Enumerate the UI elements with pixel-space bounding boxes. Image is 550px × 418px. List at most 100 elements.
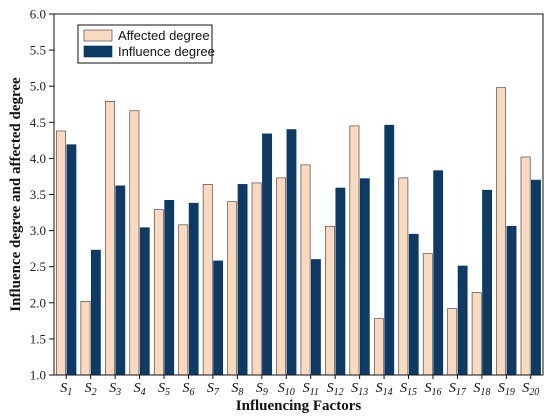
x-tick-label-sub: 6 bbox=[189, 387, 194, 398]
y-tick-label: 6.0 bbox=[30, 7, 46, 22]
bar-influence-s2 bbox=[90, 249, 101, 376]
y-tick-label: 5.0 bbox=[30, 79, 46, 94]
x-tick-label-sub: 11 bbox=[310, 387, 319, 398]
x-axis-title: Influencing Factors bbox=[236, 398, 362, 414]
x-tick-label-main: S bbox=[60, 381, 67, 396]
bar-influence-s14 bbox=[384, 124, 395, 376]
x-tick-label-sub: 7 bbox=[214, 387, 220, 398]
x-tick-label-main: S bbox=[182, 381, 189, 396]
bar-influence-s6 bbox=[188, 202, 199, 376]
y-tick-label: 5.5 bbox=[30, 43, 46, 58]
bar-influence-s12 bbox=[335, 187, 346, 376]
x-tick-label-s7: S7 bbox=[207, 381, 220, 398]
bar-affected-s17 bbox=[447, 308, 458, 376]
bar-influence-s19 bbox=[506, 225, 517, 376]
x-tick-label-s5: S5 bbox=[158, 381, 170, 398]
legend-label-affected-degree: Affected degree bbox=[118, 28, 210, 43]
x-tick-label-s14: S14 bbox=[376, 381, 393, 398]
bar-affected-s20 bbox=[520, 156, 531, 376]
x-tick-label-main: S bbox=[109, 381, 116, 396]
bar-affected-s1 bbox=[56, 130, 66, 376]
x-tick-label-sub: 8 bbox=[238, 387, 243, 398]
y-tick-label: 1.5 bbox=[30, 331, 46, 346]
x-tick-label-sub: 18 bbox=[480, 387, 490, 398]
bar-affected-s16 bbox=[422, 253, 433, 376]
bar-affected-s19 bbox=[496, 87, 507, 376]
bar-influence-s5 bbox=[164, 199, 175, 376]
x-tick-label-main: S bbox=[424, 381, 431, 396]
bar-affected-s6 bbox=[178, 224, 189, 376]
x-tick-label-s10: S10 bbox=[278, 381, 295, 398]
bar-affected-s2 bbox=[80, 301, 91, 376]
x-tick-label-sub: 4 bbox=[141, 387, 146, 398]
bar-influence-s8 bbox=[237, 184, 248, 376]
bar-affected-s18 bbox=[471, 292, 482, 376]
y-tick-label: 3.5 bbox=[30, 187, 46, 202]
bar-influence-s17 bbox=[457, 265, 468, 376]
x-tick-label-s12: S12 bbox=[327, 381, 344, 398]
y-tick-label: 2.5 bbox=[30, 259, 46, 274]
bar-influence-s18 bbox=[482, 189, 492, 376]
y-tick-label: 4.5 bbox=[30, 115, 46, 130]
bar-affected-s3 bbox=[105, 101, 115, 376]
bar-affected-s10 bbox=[276, 177, 286, 376]
x-tick-label-main: S bbox=[376, 381, 383, 396]
x-tick-label-sub: 20 bbox=[529, 387, 539, 398]
x-tick-label-sub: 15 bbox=[407, 387, 417, 398]
x-tick-label-sub: 10 bbox=[285, 387, 295, 398]
x-tick-label-s19: S19 bbox=[498, 381, 515, 398]
y-tick-label: 4.0 bbox=[30, 151, 46, 166]
y-tick-label: 2.0 bbox=[30, 295, 46, 310]
x-tick-label-s4: S4 bbox=[134, 381, 146, 398]
x-tick-label-s17: S17 bbox=[449, 381, 467, 398]
x-tick-label-sub: 13 bbox=[358, 387, 368, 398]
plot-frame bbox=[53, 13, 544, 376]
bars-layer bbox=[56, 87, 541, 376]
x-tick-label-sub: 9 bbox=[263, 387, 268, 398]
y-axis: 1.0 1.5 2.0 2.5 3.0 3.5 4.0 4.5 5.0 5.5 6.0 bbox=[30, 7, 54, 383]
x-axis: S1 S2 S3 S4 S5 S6 S7 S8 S9 S10 S11 S12 S13 S14 S15 S16 S… bbox=[60, 375, 539, 398]
x-tick-label-main: S bbox=[449, 381, 456, 396]
x-tick-label-main: S bbox=[473, 381, 480, 396]
x-tick-label-main: S bbox=[351, 381, 358, 396]
x-tick-label-main: S bbox=[231, 381, 238, 396]
legend-swatch-affected-degree bbox=[83, 29, 113, 42]
bar-influence-s10 bbox=[286, 129, 297, 376]
x-tick-label-sub: 1 bbox=[67, 387, 72, 398]
legend-label-influence-degree: Influence degree bbox=[118, 44, 215, 59]
x-tick-label-s16: S16 bbox=[424, 381, 441, 398]
bar-affected-s11 bbox=[300, 164, 311, 376]
legend-swatch-influence-degree bbox=[83, 45, 113, 58]
x-tick-label-main: S bbox=[522, 381, 529, 396]
legend: Affected degree Influence degree bbox=[77, 24, 215, 64]
bar-affected-s7 bbox=[202, 184, 213, 376]
bar-influence-s16 bbox=[433, 170, 444, 376]
x-tick-label-sub: 12 bbox=[334, 387, 344, 398]
bar-influence-s13 bbox=[359, 178, 370, 376]
x-tick-label-sub: 17 bbox=[456, 387, 467, 398]
bar-influence-s1 bbox=[66, 144, 77, 376]
bar-affected-s4 bbox=[129, 110, 140, 376]
bar-influence-s9 bbox=[262, 133, 272, 376]
x-tick-label-main: S bbox=[158, 381, 165, 396]
x-tick-label-main: S bbox=[303, 381, 310, 396]
x-tick-label-s1: S1 bbox=[60, 381, 72, 398]
x-tick-label-main: S bbox=[134, 381, 141, 396]
bar-influence-s7 bbox=[213, 260, 224, 376]
x-tick-label-main: S bbox=[85, 381, 92, 396]
x-tick-label-s8: S8 bbox=[231, 381, 243, 398]
x-tick-label-main: S bbox=[498, 381, 505, 396]
x-tick-label-s2: S2 bbox=[85, 381, 97, 398]
x-tick-label-s3: S3 bbox=[109, 381, 121, 398]
x-tick-label-sub: 2 bbox=[92, 387, 97, 398]
x-tick-label-s6: S6 bbox=[182, 381, 194, 398]
x-tick-label-s13: S13 bbox=[351, 381, 368, 398]
x-tick-label-s20: S20 bbox=[522, 381, 539, 398]
bar-affected-s15 bbox=[398, 177, 409, 376]
y-tick-label: 3.0 bbox=[30, 223, 46, 238]
bar-affected-s8 bbox=[227, 201, 238, 376]
bar-affected-s13 bbox=[349, 125, 360, 376]
x-tick-label-s11: S11 bbox=[303, 381, 319, 398]
bar-influence-s4 bbox=[139, 227, 150, 376]
bar-affected-s5 bbox=[153, 209, 164, 376]
